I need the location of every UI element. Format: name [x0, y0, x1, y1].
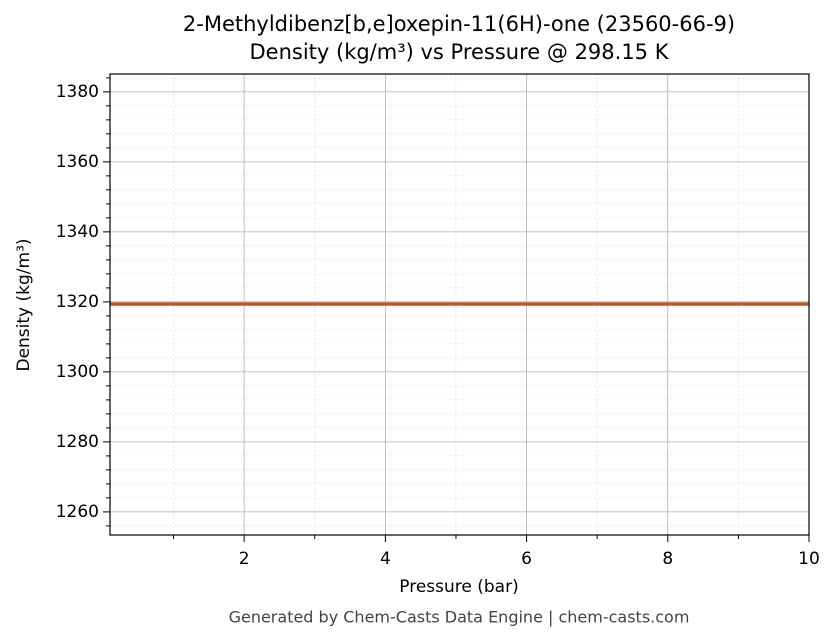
x-tick-label: 6 [521, 549, 532, 569]
x-tick-label: 8 [662, 549, 673, 569]
y-tick-label: 1320 [56, 292, 99, 312]
x-tick-label: 10 [798, 549, 820, 569]
y-axis-label: Density (kg/m³) [14, 238, 34, 371]
x-axis-label: Pressure (bar) [399, 577, 518, 597]
footer: Generated by Chem-Casts Data Engine | ch… [229, 608, 690, 627]
plot-frame [109, 73, 810, 536]
chart-title: 2-Methyldibenz[b,e]oxepin-11(6H)-one (23… [183, 12, 735, 36]
chart-subtitle: Density (kg/m³) vs Pressure @ 298.15 K [249, 40, 669, 64]
y-tick-label: 1280 [56, 432, 99, 452]
y-tick-label: 1340 [56, 222, 99, 242]
y-tick-label: 1260 [56, 502, 99, 522]
y-tick-label: 1360 [56, 152, 99, 172]
y-tick-label: 1300 [56, 362, 99, 382]
y-tick-label: 1380 [56, 82, 99, 102]
x-tick-label: 4 [380, 549, 391, 569]
x-tick-label: 2 [239, 549, 250, 569]
